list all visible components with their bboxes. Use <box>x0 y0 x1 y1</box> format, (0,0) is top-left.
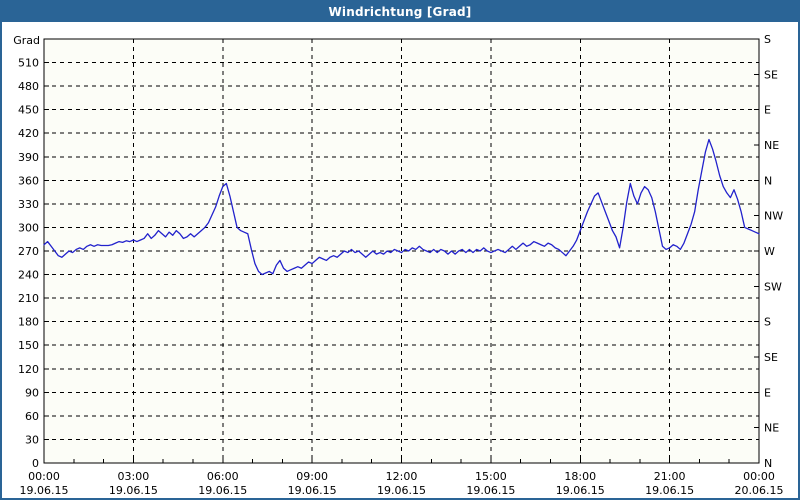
compass-axis-tick-label: S <box>764 316 771 329</box>
wind-direction-series-line <box>43 138 760 276</box>
y-axis-tick-label: 300 <box>18 221 39 234</box>
x-axis-date-label: 19.06.15 <box>645 484 694 497</box>
x-axis-date-label: 20.06.15 <box>735 484 784 497</box>
y-axis-unit-label: Grad <box>13 34 40 47</box>
compass-axis-tick-label: NE <box>764 139 779 152</box>
compass-axis-tick-label: W <box>764 245 775 258</box>
compass-axis-tick-label: E <box>764 386 771 399</box>
vertical-gridlines <box>132 39 671 463</box>
x-axis-time-label: 03:00 <box>118 470 150 483</box>
window-title: Windrichtung [Grad] <box>2 2 798 22</box>
y-axis-tick-label: 120 <box>18 363 39 376</box>
y-axis-tick-label: 480 <box>18 80 39 93</box>
y-axis-tick-label: 90 <box>25 386 39 399</box>
compass-axis-tick-label: N <box>764 174 772 187</box>
y-axis-tick-label: 180 <box>18 316 39 329</box>
compass-axis-tick-label: S <box>764 33 771 46</box>
x-axis-date-label: 19.06.15 <box>20 484 69 497</box>
y-axis-tick-label: 210 <box>18 292 39 305</box>
y-axis-tick-label: 150 <box>18 339 39 352</box>
y-axis-tick-label: 420 <box>18 127 39 140</box>
y-axis-tick-label: 330 <box>18 198 39 211</box>
compass-axis-tick-label: NW <box>764 210 783 223</box>
compass-axis-tick-label: N <box>764 457 772 470</box>
bottom-axis-labels: 00:0019.06.1503:0019.06.1506:0019.06.150… <box>20 470 784 497</box>
y-axis-tick-label: 390 <box>18 151 39 164</box>
y-axis-tick-label: 270 <box>18 245 39 258</box>
x-axis-time-label: 06:00 <box>207 470 239 483</box>
x-axis-time-label: 00:00 <box>743 470 775 483</box>
y-axis-tick-label: 510 <box>18 57 39 70</box>
horizontal-gridlines <box>44 62 759 440</box>
compass-axis-tick-label: SE <box>764 351 778 364</box>
y-axis-tick-label: 30 <box>25 433 39 446</box>
x-axis-time-label: 21:00 <box>654 470 686 483</box>
compass-axis-tick-label: SE <box>764 68 778 81</box>
x-axis-time-label: 18:00 <box>564 470 596 483</box>
left-axis-labels: 0 30 60 90 120 150 180 210 240 270 300 330 360 390 420… <box>18 57 39 470</box>
x-axis-date-label: 19.06.15 <box>288 484 337 497</box>
x-axis-date-label: 19.06.15 <box>198 484 247 497</box>
x-axis-date-label: 19.06.15 <box>377 484 426 497</box>
chart-canvas: 0 30 60 90 120 150 180 210 240 270 300 330 360 390 420… <box>2 22 798 498</box>
wind-direction-line-chart: 0 30 60 90 120 150 180 210 240 270 300 330 360 390 420… <box>13 33 784 497</box>
compass-axis-tick-label: SW <box>764 280 782 293</box>
y-axis-tick-label: 60 <box>25 410 39 423</box>
x-axis-time-label: 12:00 <box>386 470 418 483</box>
compass-axis-tick-label: NE <box>764 422 779 435</box>
y-axis-tick-label: 0 <box>32 457 39 470</box>
x-axis-date-label: 19.06.15 <box>556 484 605 497</box>
y-axis-tick-label: 360 <box>18 174 39 187</box>
x-axis-time-label: 09:00 <box>296 470 328 483</box>
compass-axis-tick-label: E <box>764 104 771 117</box>
x-axis-time-label: 00:00 <box>28 470 60 483</box>
right-axis-labels: N NE E SE S SW W NW N NE E SE S <box>764 33 783 470</box>
x-axis-time-label: 15:00 <box>475 470 507 483</box>
x-axis-date-label: 19.06.15 <box>109 484 158 497</box>
y-axis-tick-label: 450 <box>18 104 39 117</box>
plot-frame <box>43 38 760 464</box>
x-axis-date-label: 19.06.15 <box>466 484 515 497</box>
y-axis-tick-label: 240 <box>18 269 39 282</box>
